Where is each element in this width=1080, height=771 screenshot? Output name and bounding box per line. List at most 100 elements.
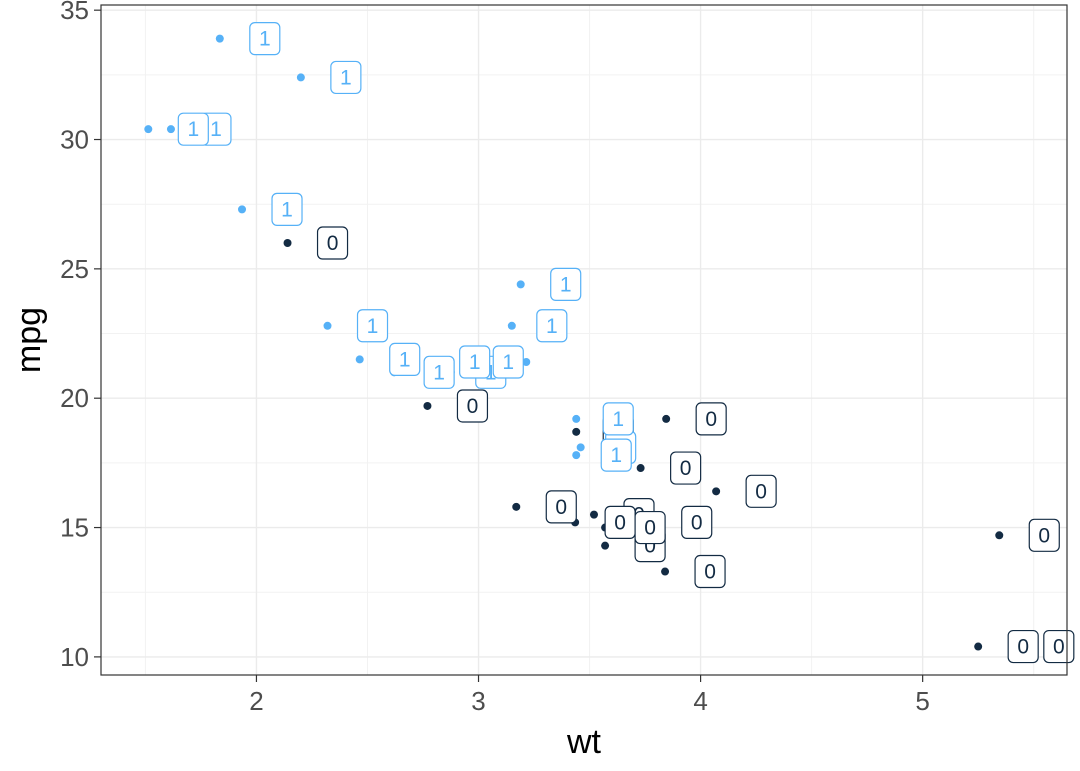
point-label-box	[456, 389, 489, 423]
y-tick-label: 15	[60, 513, 89, 543]
point-label-box	[670, 451, 702, 485]
point-label-box	[177, 112, 209, 146]
point-label-box	[492, 345, 524, 379]
data-point	[516, 280, 525, 289]
y-tick-label: 20	[60, 383, 89, 413]
point-label: 0	[545, 490, 577, 524]
data-point	[662, 414, 671, 423]
point-label-text: 0	[327, 232, 339, 255]
point-label-box	[1028, 518, 1060, 552]
point-label: 1	[600, 438, 632, 472]
x-tick-label: 4	[693, 686, 707, 716]
point-label-text: 1	[433, 361, 445, 384]
data-point	[512, 502, 521, 511]
point-labels: 11110101111000000111100001010001	[177, 22, 1075, 664]
point-label: 1	[459, 345, 491, 379]
point-label: 0	[634, 510, 666, 545]
data-point	[423, 401, 432, 410]
data-point	[144, 125, 153, 134]
point-label-text: 1	[560, 273, 572, 296]
point-label-text: 0	[705, 408, 717, 431]
point-label-text: 0	[691, 511, 703, 534]
y-tick-label: 30	[60, 125, 89, 155]
data-point	[522, 357, 531, 366]
point-label-box	[536, 309, 568, 343]
point-label-text: 0	[704, 561, 716, 584]
point-label: 0	[745, 474, 777, 508]
point-label: 1	[423, 355, 455, 389]
data-point	[323, 321, 332, 330]
point-label-text: 0	[644, 535, 656, 558]
x-axis-title: wt	[566, 723, 602, 761]
point-label-box	[423, 355, 455, 389]
point-label-text: 1	[485, 361, 497, 384]
point-label-box	[356, 309, 389, 343]
data-point	[572, 427, 581, 436]
point-label-text: 0	[1053, 636, 1065, 659]
data-point	[572, 414, 581, 423]
point-label: 1	[389, 342, 421, 377]
point-label: 0	[694, 554, 726, 589]
point-label: 1	[271, 192, 303, 226]
data-point	[995, 531, 1004, 540]
minor-gridlines	[101, 5, 1067, 675]
data-point	[712, 487, 721, 496]
x-tick-label: 2	[249, 686, 263, 716]
point-label-text: 1	[469, 351, 481, 374]
data-point	[661, 567, 670, 576]
point-label: 0	[604, 505, 636, 539]
point-label-box	[681, 505, 713, 539]
point-label: 1	[602, 402, 634, 436]
point-label-box	[459, 345, 491, 379]
point-label: 0	[316, 226, 349, 260]
y-tick-label: 10	[60, 642, 89, 672]
data-point	[572, 451, 581, 460]
point-label: 0	[456, 389, 489, 423]
point-label: 0	[670, 451, 702, 485]
point-label-text: 1	[281, 198, 293, 221]
data-point	[974, 642, 983, 651]
point-label-box	[745, 474, 777, 508]
point-label-text: 0	[755, 480, 767, 503]
point-label-box	[389, 342, 421, 377]
point-label-box	[249, 22, 281, 56]
y-tick-label: 25	[60, 254, 89, 284]
point-label-text: 1	[610, 444, 622, 467]
point-label-box	[695, 402, 727, 436]
point-label-text: 0	[1017, 636, 1029, 659]
point-label-text: 1	[210, 118, 222, 141]
point-label: 1	[492, 345, 524, 379]
data-point	[166, 125, 175, 134]
point-label-box	[600, 438, 632, 472]
point-label-box	[330, 60, 362, 95]
point-label: 1	[177, 112, 209, 146]
data-point	[507, 321, 516, 330]
data-point	[636, 464, 645, 473]
point-label-box	[316, 226, 349, 260]
point-label: 0	[695, 402, 727, 436]
point-label: 1	[356, 309, 389, 343]
data-point	[601, 541, 610, 550]
point-label-text: 0	[614, 511, 626, 534]
point-label-box	[634, 510, 666, 545]
point-label-text: 0	[555, 496, 567, 519]
data-point	[283, 238, 292, 247]
x-tick-label: 3	[471, 686, 485, 716]
point-label-text: 1	[612, 408, 624, 431]
point-label: 1	[249, 22, 281, 56]
point-label: 1	[550, 267, 582, 301]
point-label-text: 1	[502, 351, 514, 374]
point-label: 0	[1043, 629, 1075, 664]
data-point	[576, 443, 585, 452]
point-label-text: 0	[680, 457, 692, 480]
point-label-text: 1	[187, 118, 199, 141]
y-axis-ticks: 10 15 20 25 30 35	[60, 0, 101, 672]
y-tick-label: 35	[60, 0, 89, 25]
point-label-text: 1	[546, 315, 558, 338]
point-label-text: 0	[467, 395, 479, 418]
x-tick-label: 5	[915, 686, 929, 716]
point-label-box	[545, 490, 577, 524]
point-label-text: 1	[259, 28, 271, 51]
